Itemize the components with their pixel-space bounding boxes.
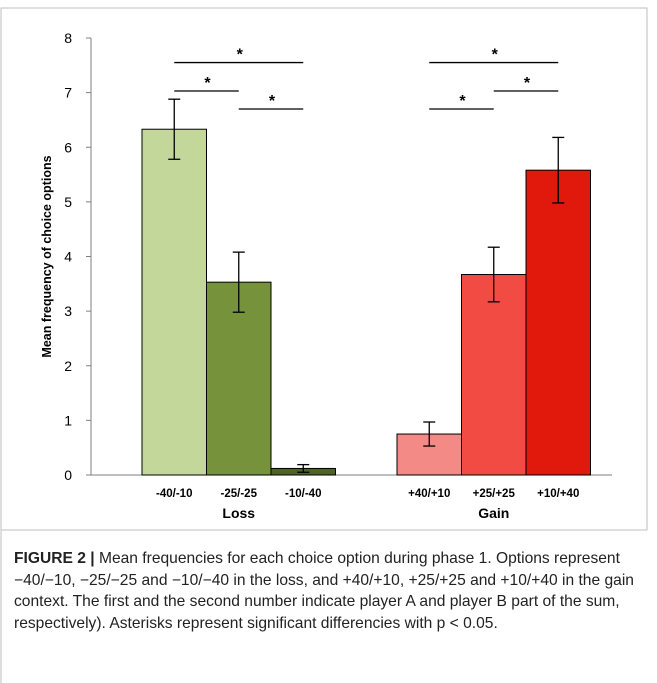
significance-asterisk: *	[492, 47, 499, 64]
x-tick-label: -10/-40	[285, 488, 321, 500]
figure-caption-text: Mean frequencies for each choice option …	[14, 550, 634, 632]
y-tick-label: 0	[64, 467, 72, 483]
significance-asterisk: *	[459, 93, 466, 110]
group-label: Gain	[478, 505, 509, 521]
group-label: Loss	[222, 505, 255, 521]
bar	[461, 274, 527, 476]
significance-asterisk: *	[524, 75, 531, 92]
x-tick-label: +25/+25	[473, 488, 516, 500]
significance-asterisk: *	[204, 75, 211, 92]
y-tick-label: 7	[64, 85, 72, 101]
bar	[525, 169, 591, 476]
x-tick-label: +40/+10	[408, 488, 450, 500]
y-tick-label: 2	[64, 358, 72, 374]
x-tick-label: -40/-10	[156, 488, 192, 500]
bar	[141, 128, 207, 476]
x-tick-label: -25/-25	[221, 488, 258, 500]
figure-caption-lead: FIGURE 2 |	[14, 550, 95, 567]
y-tick-label: 5	[64, 194, 72, 210]
figure-caption: FIGURE 2 | Mean frequencies for each cho…	[14, 548, 644, 634]
significance-asterisk: *	[269, 93, 276, 110]
y-tick-label: 1	[64, 412, 72, 428]
bar-chart: 0 1 2 3 4 5 6 7 8 Mean frequency of choice option…	[40, 30, 612, 521]
y-tick-label: 6	[64, 139, 72, 155]
y-tick-label: 4	[64, 249, 72, 265]
significance-asterisk: *	[237, 47, 244, 64]
y-tick-label: 3	[64, 303, 72, 319]
x-tick-label: +10/+40	[537, 488, 579, 500]
bar	[206, 281, 272, 476]
y-tick-label: 8	[64, 30, 72, 46]
y-axis-title: Mean frequency of choice options	[40, 155, 54, 357]
